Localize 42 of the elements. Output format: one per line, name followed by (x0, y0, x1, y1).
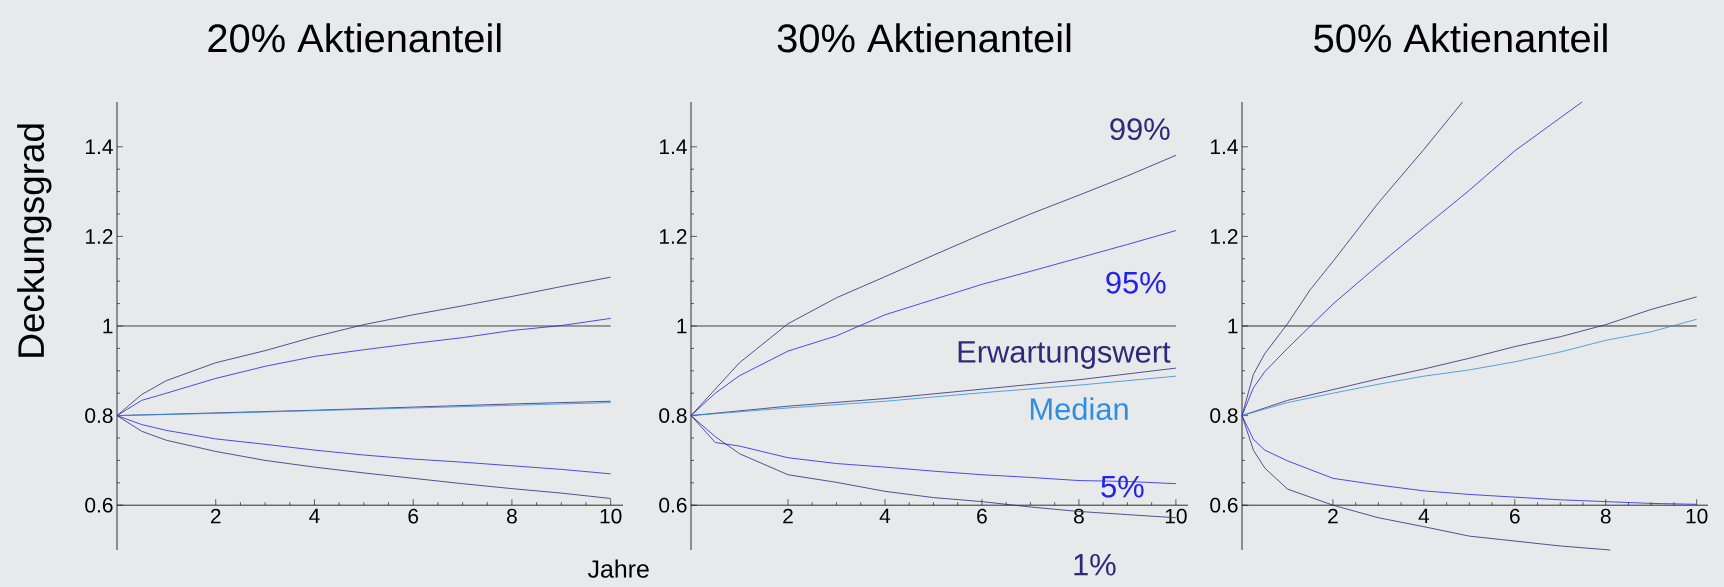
y-tick-label: 0.6 (85, 497, 113, 513)
x-tick-label: 2 (1328, 508, 1338, 524)
x-tick-label: 6 (977, 508, 987, 524)
x-tick-label: 10 (1686, 508, 1708, 524)
line-series (1241, 318, 1698, 416)
y-tick-label: 1 (677, 318, 687, 334)
series-label: Erwartungswert (958, 341, 1171, 369)
series-label: 95% (1106, 271, 1166, 294)
x-tick-label: 8 (507, 508, 517, 524)
y-tick-label: 1.2 (660, 229, 687, 244)
y-axis-title: Deckungsgrad (17, 124, 52, 357)
x-tick-label: 10 (1165, 508, 1187, 524)
y-tick-label: 1.4 (660, 139, 687, 154)
x-tick-label: 2 (783, 508, 793, 524)
x-tick-label: 4 (1418, 508, 1430, 524)
x-tick-label: 6 (1510, 508, 1520, 524)
y-tick-label: 0.8 (85, 408, 113, 423)
y-tick-label: 1.4 (1211, 139, 1238, 154)
x-axis-title: Jahre (587, 559, 649, 578)
x-tick-label: 6 (408, 508, 419, 524)
y-tick-label: 0.8 (659, 408, 687, 423)
x-tick-label: 2 (210, 508, 221, 524)
y-tick-label: 0.6 (1210, 497, 1238, 513)
y-tick-label: 0.6 (659, 497, 687, 513)
chart-title: 30% Aktienanteil (777, 23, 1071, 53)
chart-title: 20% Aktienanteil (208, 23, 501, 53)
y-tick-label: 1.2 (85, 229, 113, 244)
series-label: 99% (1110, 118, 1170, 141)
x-tick-label: 4 (879, 508, 891, 524)
x-tick-label: 8 (1600, 508, 1611, 524)
y-tick-label: 1.2 (1211, 229, 1238, 244)
x-tick-label: 8 (1074, 508, 1084, 524)
y-tick-label: 1.4 (85, 139, 113, 154)
y-tick-label: 1 (1228, 318, 1238, 334)
series-label: Median (1030, 397, 1128, 421)
x-tick-label: 10 (600, 508, 622, 524)
series-label: 5% (1101, 475, 1144, 498)
y-tick-label: 0.8 (1210, 408, 1238, 423)
chart-title: 50% Aktienanteil (1314, 23, 1607, 53)
series-label: 1% (1074, 553, 1116, 576)
y-tick-label: 1 (103, 318, 113, 334)
x-tick-label: 4 (309, 508, 320, 524)
